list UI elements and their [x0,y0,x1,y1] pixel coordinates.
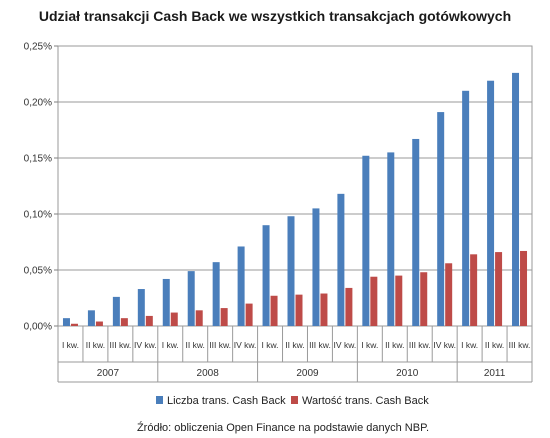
bar-wartosc [270,295,278,326]
y-tick-label: 0,00% [24,322,52,333]
x-year-label: 2009 [296,368,319,379]
source-note: Źródło: obliczenia Open Finance na podst… [137,421,429,434]
x-year-label: 2007 [97,368,120,379]
x-tick-label: III kw. [110,340,132,350]
x-tick-label: II kw. [485,340,504,350]
bar-liczba [137,289,145,326]
bar-wartosc [70,323,78,326]
x-tick-label: I kw. [162,340,179,350]
bar-wartosc [420,272,428,326]
bar-wartosc [345,287,353,326]
plot-frame [57,45,533,327]
x-tick-label: II kw. [385,340,404,350]
bar-liczba [237,246,245,326]
bar-wartosc [95,321,103,326]
bar-liczba [162,278,170,326]
x-tick-label: III kw. [209,340,231,350]
x-tick-label: IV kw. [234,340,257,350]
x-tick-label: III kw. [509,340,531,350]
x-year-label: 2011 [484,368,506,379]
bar-wartosc [195,310,203,326]
x-tick-label: I kw. [62,340,79,350]
bar-liczba [187,271,195,326]
x-tick-label: III kw. [309,340,331,350]
bars-layer [62,72,528,326]
bar-liczba [262,225,270,326]
y-tick-label: 0,15% [24,154,52,165]
grid-layer [57,45,533,327]
x-tick-label: I kw. [262,340,279,350]
x-tick-label: II kw. [86,340,105,350]
legend: Liczba trans. Cash Back Wartość trans. Ca… [156,395,429,407]
x-year-label: 2008 [197,368,220,379]
axis-layer: 0,00% 0,05% 0,10% 0,15% 0,20% 0,25% I kw. II kw… [24,42,533,383]
bar-wartosc [170,312,178,326]
bar-liczba [387,152,395,326]
bar-liczba [412,138,420,326]
x-tick-label: IV kw. [334,340,357,350]
bar-wartosc [295,294,303,326]
x-tick-label: III kw. [409,340,431,350]
bar-wartosc [395,275,403,326]
bar-wartosc [245,303,253,326]
y-tick-label: 0,05% [24,266,52,277]
bar-liczba [62,318,70,326]
bar-liczba [87,310,95,326]
x-tick-label: I kw. [461,340,478,350]
chart-title: Udział transakcji Cash Back we wszystkic… [39,8,511,24]
x-tick-label: II kw. [285,340,304,350]
bar-liczba [112,296,120,326]
bar-liczba [487,80,495,326]
bar-wartosc [145,315,153,326]
bar-wartosc [220,308,228,326]
bar-liczba [362,155,370,326]
legend-label: Liczba trans. Cash Back [167,395,286,407]
x-year-label: 2010 [396,368,419,379]
bar-wartosc [120,318,128,326]
x-tick-label: I kw. [361,340,378,350]
bar-liczba [512,72,520,326]
bar-wartosc [320,293,328,326]
bar-liczba [462,90,470,326]
legend-label: Wartość trans. Cash Back [302,395,429,407]
y-tick-label: 0,10% [24,210,52,221]
bar-liczba [212,262,220,326]
y-tick-label: 0,20% [24,98,52,109]
y-tick-label: 0,25% [24,42,52,53]
bar-wartosc [370,276,378,326]
bar-wartosc [520,250,528,326]
bar-liczba [312,208,320,326]
bar-wartosc [495,252,503,326]
bar-liczba [337,193,345,326]
bar-liczba [287,216,295,326]
legend-swatch [156,396,163,404]
legend-swatch [291,396,298,404]
x-tick-label: IV kw. [433,340,456,350]
x-tick-label: II kw. [186,340,205,350]
bar-liczba [437,112,445,326]
bar-wartosc [470,254,478,326]
bar-wartosc [445,263,453,326]
x-tick-label: IV kw. [134,340,157,350]
